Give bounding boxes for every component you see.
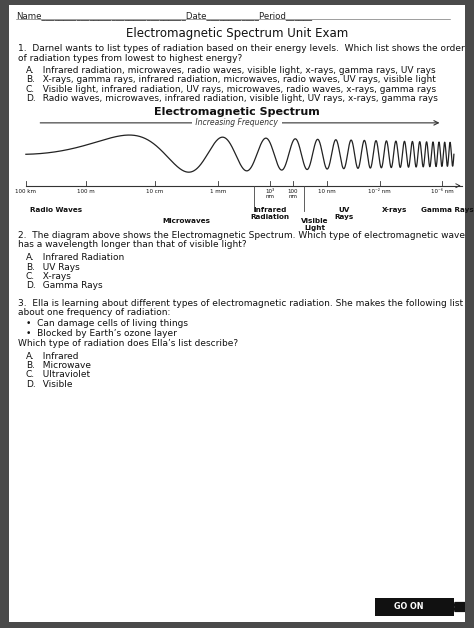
Text: Electromagnetic Spectrum Unit Exam: Electromagnetic Spectrum Unit Exam — [126, 26, 348, 40]
Text: D.: D. — [26, 94, 36, 103]
Text: Visible: Visible — [37, 380, 73, 389]
Text: Visible
Light: Visible Light — [301, 218, 329, 231]
Text: D.: D. — [26, 281, 36, 291]
Text: A.: A. — [26, 254, 35, 263]
Text: 3.  Ella is learning about different types of electromagnetic radiation. She mak: 3. Ella is learning about different type… — [18, 299, 463, 308]
Text: 1.  Darnel wants to list types of radiation based on their energy levels.  Which: 1. Darnel wants to list types of radiati… — [18, 45, 465, 53]
Text: D.: D. — [26, 380, 36, 389]
Text: 10 cm: 10 cm — [146, 188, 164, 193]
Text: A.: A. — [26, 352, 35, 360]
Text: Ultraviolet: Ultraviolet — [37, 371, 91, 379]
Text: C.: C. — [26, 272, 35, 281]
Text: UV
Rays: UV Rays — [334, 207, 354, 220]
Text: 10 nm: 10 nm — [318, 188, 336, 193]
Text: Increasing Frequency: Increasing Frequency — [193, 118, 281, 127]
Text: Radio Waves: Radio Waves — [30, 207, 82, 214]
Text: Gamma Rays: Gamma Rays — [37, 281, 103, 291]
Text: C.: C. — [26, 85, 35, 94]
Text: Infrared: Infrared — [37, 352, 79, 360]
Text: UV Rays: UV Rays — [37, 263, 80, 272]
Text: X-rays, gamma rays, infrared radiation, microwaves, radio waves, UV rays, visibl: X-rays, gamma rays, infrared radiation, … — [37, 75, 437, 84]
Text: Infrared radiation, microwaves, radio waves, visible light, x-rays, gamma rays, : Infrared radiation, microwaves, radio wa… — [37, 66, 436, 75]
Bar — [375, 598, 454, 616]
Text: Which type of radiation does Ella’s list describe?: Which type of radiation does Ella’s list… — [18, 339, 238, 348]
Text: X-rays: X-rays — [37, 272, 71, 281]
Text: Visible light, infrared radiation, UV rays, microwaves, radio waves, x-rays, gam: Visible light, infrared radiation, UV ra… — [37, 85, 437, 94]
Text: 100 m: 100 m — [77, 188, 94, 193]
Text: Electromagnetic Spectrum: Electromagnetic Spectrum — [154, 107, 320, 117]
Text: 10⁻⁶ nm: 10⁻⁶ nm — [431, 188, 454, 193]
Text: Name_________________________________Date____________Period______: Name_________________________________Dat… — [16, 11, 312, 20]
Text: GO ON: GO ON — [394, 602, 423, 612]
Text: B.: B. — [26, 361, 35, 370]
Text: •  Blocked by Earth’s ozone layer: • Blocked by Earth’s ozone layer — [26, 328, 177, 338]
Text: Microwaves: Microwaves — [163, 218, 211, 224]
Text: 2.  The diagram above shows the Electromagnetic Spectrum. Which type of electrom: 2. The diagram above shows the Electroma… — [18, 231, 465, 240]
Text: X-rays: X-rays — [382, 207, 407, 214]
Text: of radiation types from lowest to highest energy?: of radiation types from lowest to highes… — [18, 53, 242, 63]
Text: about one frequency of radiation:: about one frequency of radiation: — [18, 308, 171, 317]
Text: Gamma Rays: Gamma Rays — [421, 207, 474, 214]
Text: Infrared
Radiation: Infrared Radiation — [250, 207, 289, 220]
Text: C.: C. — [26, 371, 35, 379]
Text: 100 km: 100 km — [15, 188, 36, 193]
Text: 10⁻² nm: 10⁻² nm — [368, 188, 391, 193]
Text: 100
nm: 100 nm — [288, 188, 298, 199]
Text: B.: B. — [26, 263, 35, 272]
Text: •  Can damage cells of living things: • Can damage cells of living things — [26, 319, 188, 328]
FancyArrow shape — [455, 602, 474, 612]
Text: Microwave: Microwave — [37, 361, 91, 370]
Text: Radio waves, microwaves, infrared radiation, visible light, UV rays, x-rays, gam: Radio waves, microwaves, infrared radiat… — [37, 94, 438, 103]
Text: 10³
nm: 10³ nm — [265, 188, 274, 199]
Text: 1 mm: 1 mm — [210, 188, 226, 193]
Text: has a wavelength longer than that of visible light?: has a wavelength longer than that of vis… — [18, 241, 247, 249]
Text: Infrared Radiation: Infrared Radiation — [37, 254, 125, 263]
Text: B.: B. — [26, 75, 35, 84]
Text: A.: A. — [26, 66, 35, 75]
